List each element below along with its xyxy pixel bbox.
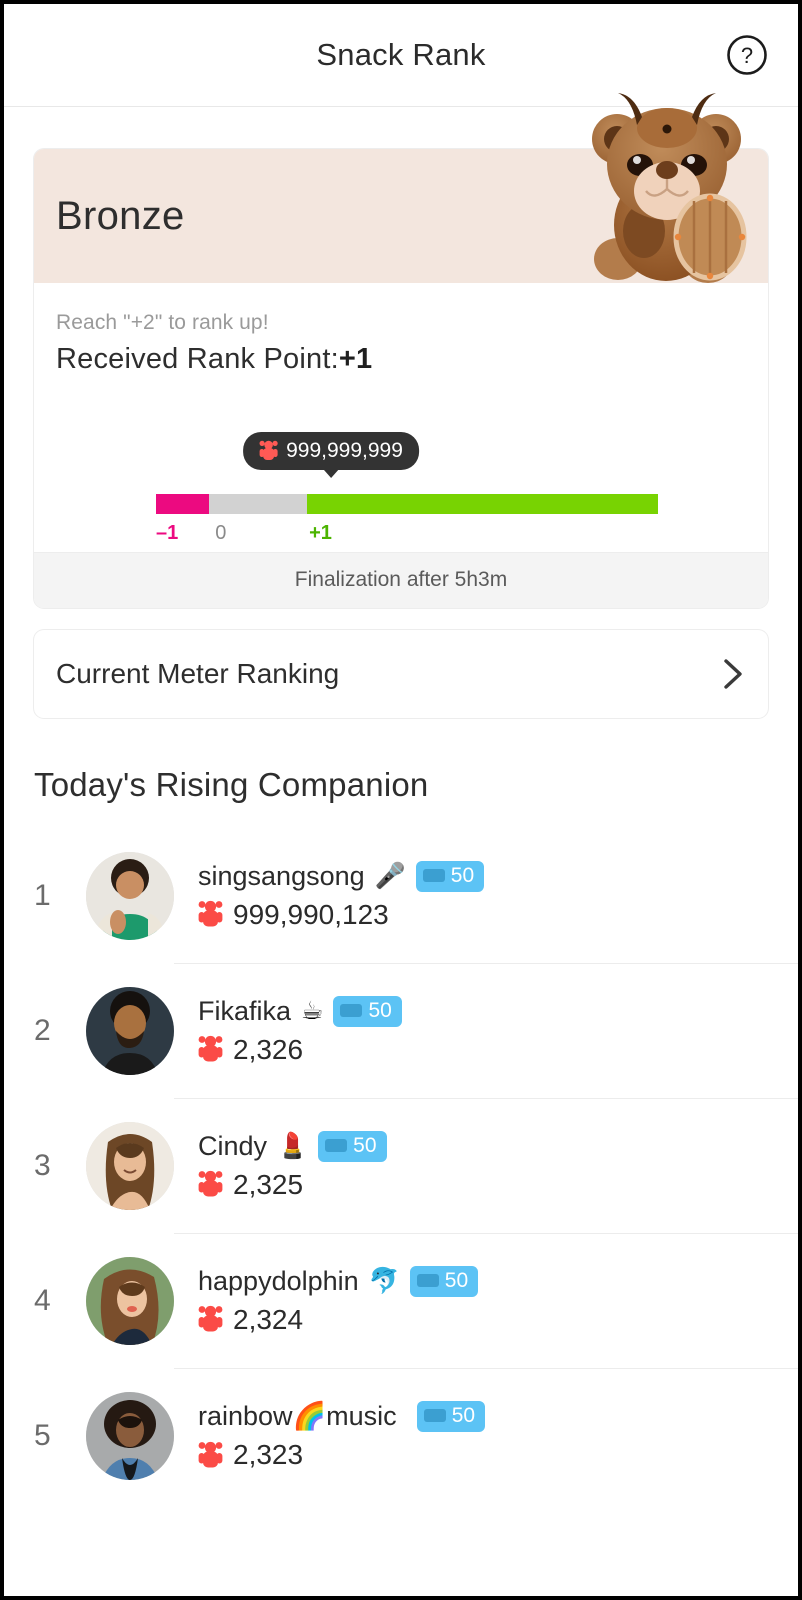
current-meter-ranking-row[interactable]: Current Meter Ranking: [34, 630, 768, 718]
level-badge-icon: [416, 1274, 439, 1287]
username: Fikafika: [198, 995, 292, 1026]
score-value: 2,323: [233, 1439, 304, 1470]
level-badge: 50: [415, 860, 485, 892]
score-line: 2,326: [198, 1034, 798, 1066]
username: Cindy: [198, 1130, 268, 1161]
username-emoji: 🐬: [368, 1266, 400, 1295]
meter-segment-negative: [156, 494, 209, 514]
app-header: Snack Rank ?: [4, 4, 798, 107]
level-badge-icon: [423, 1409, 446, 1422]
score-line: 2,324: [198, 1304, 798, 1336]
list-item-content: Cindy 💄 50: [198, 1130, 798, 1201]
rising-companion-list: 1 singsangsong 🎤 5: [4, 828, 798, 1503]
list-item-content: happydolphin 🐬 50: [198, 1265, 798, 1336]
meter-tooltip-value: 999,999,999: [286, 439, 403, 462]
username: singsangsong: [198, 860, 365, 891]
level-badge: 50: [416, 1400, 486, 1432]
rank-position: 2: [34, 1013, 51, 1047]
page-title: Snack Rank: [316, 37, 486, 72]
rank-tier-band: Bronze: [34, 93, 768, 283]
rank-position: 1: [34, 878, 51, 912]
username-line: singsangsong 🎤 50: [198, 860, 798, 892]
level-badge-icon: [325, 1139, 348, 1152]
username: happydolphin: [198, 1265, 359, 1296]
list-item-content: rainbow🌈music 50: [198, 1400, 798, 1471]
rank-card: Bronze: [34, 93, 768, 608]
rank-position: 4: [34, 1283, 51, 1317]
level-badge: 50: [409, 1265, 479, 1297]
list-item-content: singsangsong 🎤 50: [198, 860, 798, 931]
rank-meter: 999,999,999 –1 0 +1: [56, 432, 746, 552]
level-badge-icon: [422, 869, 445, 882]
meter-label-positive: +1: [309, 522, 332, 544]
finalization-timer: Finalization after 5h3m: [34, 552, 768, 608]
username-line: Fikafika ☕ 50: [198, 995, 798, 1027]
rank-card-body: Reach "+2" to rank up! Received Rank Poi…: [34, 283, 768, 552]
score-line: 2,325: [198, 1169, 798, 1201]
username-line: rainbow🌈music 50: [198, 1400, 798, 1432]
gummy-bear-icon: [198, 1035, 223, 1064]
rank-position: 3: [34, 1148, 51, 1182]
meter-label-negative: –1: [156, 522, 179, 544]
help-icon[interactable]: ?: [726, 34, 768, 76]
received-rank-point-value: +1: [338, 343, 373, 375]
level-badge-value: 50: [368, 998, 392, 1022]
username: rainbow🌈music: [198, 1401, 397, 1431]
meter-segment-neutral: [208, 494, 307, 514]
avatar: [86, 1256, 174, 1345]
meter-segment-positive: [306, 494, 658, 514]
gummy-bear-icon: [198, 1305, 223, 1334]
level-badge-value: 50: [450, 863, 475, 887]
level-badge-value: 50: [451, 1403, 476, 1427]
username-emoji: 💄: [277, 1131, 309, 1160]
username-emoji: ☕: [301, 997, 324, 1025]
username-line: happydolphin 🐬 50: [198, 1265, 798, 1297]
gummy-bear-icon: [198, 900, 223, 929]
username-line: Cindy 💄 50: [198, 1130, 798, 1162]
gummy-bear-icon: [198, 1170, 223, 1199]
score-value: 2,326: [233, 1033, 304, 1065]
list-item[interactable]: 2 Fikafika ☕ 50: [4, 963, 798, 1098]
avatar: [86, 1391, 174, 1480]
rank-up-hint: Reach "+2" to rank up!: [56, 311, 269, 334]
score-value: 2,325: [233, 1168, 304, 1200]
score-value: 2,324: [233, 1303, 304, 1335]
chevron-right-icon: [720, 657, 746, 691]
svg-text:?: ?: [741, 43, 753, 68]
level-badge: 50: [333, 995, 402, 1027]
list-item[interactable]: 3 Cindy 💄 50: [4, 1098, 798, 1233]
level-badge-value: 50: [444, 1268, 469, 1292]
level-badge-value: 50: [353, 1133, 377, 1157]
received-rank-point-label: Received Rank Point:: [56, 343, 339, 375]
score-value: 999,990,123: [233, 898, 389, 930]
gummy-bear-icon: [198, 1441, 223, 1470]
list-item-content: Fikafika ☕ 50: [198, 995, 798, 1066]
rank-position: 5: [34, 1418, 51, 1452]
score-line: 999,990,123: [198, 899, 798, 931]
score-line: 2,323: [198, 1439, 798, 1471]
meter-bar: [156, 494, 658, 514]
current-meter-ranking-label: Current Meter Ranking: [56, 658, 340, 689]
rising-companion-title: Today's Rising Companion: [34, 766, 429, 803]
list-item[interactable]: 1 singsangsong 🎤 5: [4, 828, 798, 963]
list-item[interactable]: 5 rainbow🌈music 50: [4, 1368, 798, 1503]
meter-axis-labels: –1 0 +1: [156, 522, 658, 548]
meter-label-zero: 0: [215, 522, 227, 544]
avatar: [86, 851, 174, 940]
level-badge-icon: [340, 1004, 363, 1017]
username-emoji: 🎤: [374, 861, 406, 890]
list-item[interactable]: 4 happydolphin 🐬 50: [4, 1233, 798, 1368]
meter-tooltip: 999,999,999: [243, 432, 419, 470]
gummy-bear-icon: [259, 440, 278, 462]
bronze-bear-mascot-icon: [582, 91, 752, 289]
rank-tier-label: Bronze: [56, 193, 185, 238]
avatar: [86, 986, 174, 1075]
avatar: [86, 1121, 174, 1210]
level-badge: 50: [318, 1130, 387, 1162]
received-rank-point: Received Rank Point: +1: [56, 343, 746, 376]
